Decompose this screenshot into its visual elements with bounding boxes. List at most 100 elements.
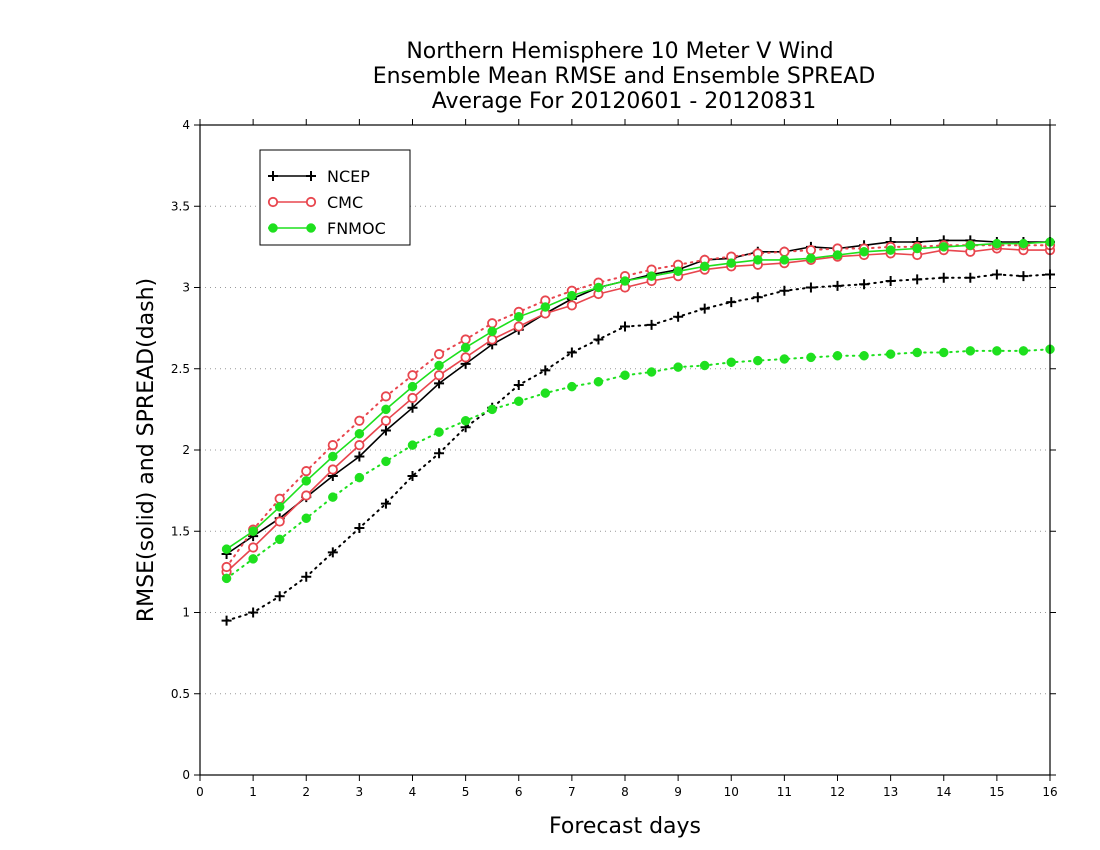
point-fnmoc-spread-13 [567, 381, 577, 392]
point-cmc-spread-22 [805, 245, 817, 256]
y-tick-label-0: 0 [182, 768, 190, 782]
x-tick-label-8: 8 [621, 785, 629, 799]
point-ncep-spread-17 [673, 311, 684, 322]
point-fnmoc-spread-12 [540, 388, 551, 398]
x-tick-label-14: 14 [936, 785, 951, 799]
point-cmc-spread-2 [274, 493, 285, 504]
x-tick-label-11: 11 [777, 785, 792, 799]
point-fnmoc-spread-11 [514, 396, 524, 406]
point-ncep-spread-2 [274, 591, 285, 602]
y-tick-label-1: 0.5 [171, 687, 190, 701]
point-ncep-spread-7 [407, 471, 418, 481]
point-fnmoc-rmse-30 [1018, 238, 1029, 249]
point-fnmoc-rmse-27 [939, 242, 949, 252]
y-tick-label-7: 3.5 [171, 199, 190, 213]
legend-item-ncep-label: NCEP [327, 167, 370, 186]
point-fnmoc-spread-0 [221, 573, 232, 584]
point-cmc-spread-0 [221, 561, 232, 573]
point-ncep-spread-20 [752, 292, 763, 303]
point-fnmoc-rmse-28 [965, 240, 976, 250]
x-tick-label-5: 5 [462, 785, 470, 799]
y-tick-label-8: 4 [182, 118, 190, 132]
point-fnmoc-spread-8 [434, 427, 444, 437]
point-fnmoc-spread-30 [1018, 346, 1029, 356]
point-fnmoc-spread-24 [859, 351, 869, 361]
point-ncep-spread-19 [726, 297, 737, 308]
x-tick-label-10: 10 [724, 785, 739, 799]
legend-item-cmc: CMC [267, 193, 363, 212]
point-cmc-rmse-7 [407, 392, 418, 404]
point-fnmoc-rmse-2 [274, 502, 285, 512]
point-ncep-spread-24 [859, 279, 870, 290]
point-ncep-spread-27 [938, 272, 949, 283]
line-cmc-rmse [226, 247, 1050, 573]
point-fnmoc-rmse-3 [301, 476, 311, 486]
line-cmc-spread [225, 244, 1051, 568]
point-ncep-spread-25 [885, 276, 896, 286]
x-tick-label-15: 15 [989, 785, 1004, 799]
point-cmc-rmse-1 [248, 542, 259, 553]
point-fnmoc-spread-2 [274, 534, 285, 545]
x-tick-label-16: 16 [1042, 785, 1057, 799]
point-cmc-rmse-10 [487, 334, 498, 345]
series-cmc-spread [221, 240, 1056, 573]
point-fnmoc-spread-22 [806, 352, 816, 363]
legend-item-fnmoc: FNMOC [268, 219, 386, 238]
point-fnmoc-rmse-15 [620, 276, 630, 286]
legend-item-ncep-marker-b [306, 171, 316, 181]
point-fnmoc-spread-26 [912, 347, 922, 358]
point-fnmoc-spread-16 [646, 367, 657, 377]
legend-item-cmc-label: CMC [327, 193, 363, 212]
point-ncep-spread-6 [380, 498, 391, 509]
point-ncep-spread-8 [434, 448, 445, 459]
point-fnmoc-rmse-16 [646, 271, 657, 281]
point-cmc-rmse-4 [327, 464, 338, 475]
point-fnmoc-rmse-6 [381, 404, 391, 415]
point-ncep-spread-4 [327, 547, 338, 558]
x-axis-label: Forecast days [549, 814, 701, 839]
point-fnmoc-spread-1 [248, 554, 258, 564]
point-ncep-spread-29 [991, 269, 1002, 280]
legend-item-cmc-marker-a [267, 196, 279, 208]
point-fnmoc-rmse-1 [248, 526, 258, 536]
x-tick-label-0: 0 [196, 785, 204, 799]
point-ncep-spread-18 [699, 303, 710, 314]
point-fnmoc-rmse-11 [514, 312, 524, 322]
legend-item-fnmoc-marker-a [268, 223, 278, 233]
point-fnmoc-rmse-7 [407, 381, 418, 392]
series-fnmoc-spread [221, 344, 1055, 584]
point-fnmoc-rmse-23 [832, 250, 843, 260]
point-fnmoc-rmse-25 [885, 245, 896, 255]
point-fnmoc-spread-27 [939, 347, 949, 358]
x-tick-label-4: 4 [409, 785, 417, 799]
point-cmc-rmse-13 [566, 300, 577, 311]
point-cmc-spread-7 [407, 370, 418, 381]
point-fnmoc-spread-9 [460, 416, 471, 426]
point-cmc-rmse-11 [513, 321, 524, 332]
point-cmc-spread-9 [460, 334, 471, 345]
point-fnmoc-rmse-19 [726, 258, 736, 268]
point-fnmoc-spread-5 [354, 472, 365, 483]
point-cmc-spread-8 [433, 349, 445, 360]
x-tick-label-1: 1 [249, 785, 257, 799]
point-ncep-spread-26 [912, 274, 923, 285]
point-fnmoc-rmse-8 [434, 360, 444, 371]
y-tick-label-3: 1.5 [171, 524, 190, 538]
point-fnmoc-rmse-5 [354, 429, 365, 439]
point-fnmoc-spread-14 [593, 377, 604, 387]
x-tick-label-9: 9 [674, 785, 682, 799]
chart-title-line-1: Northern Hemisphere 10 Meter V Wind [406, 39, 833, 64]
point-ncep-spread-5 [354, 523, 365, 533]
y-tick-label-6: 3 [182, 281, 190, 295]
point-fnmoc-rmse-21 [779, 255, 790, 265]
series-layer [221, 235, 1056, 626]
legend-item-fnmoc-label: FNMOC [327, 219, 386, 238]
point-fnmoc-rmse-24 [859, 247, 869, 257]
point-fnmoc-rmse-17 [673, 266, 683, 276]
y-axis-label: RMSE(solid) and SPREAD(dash) [134, 278, 159, 622]
x-tick-label-2: 2 [302, 785, 310, 799]
point-fnmoc-spread-28 [965, 346, 976, 356]
point-fnmoc-rmse-13 [567, 290, 577, 301]
point-cmc-spread-3 [301, 466, 312, 477]
